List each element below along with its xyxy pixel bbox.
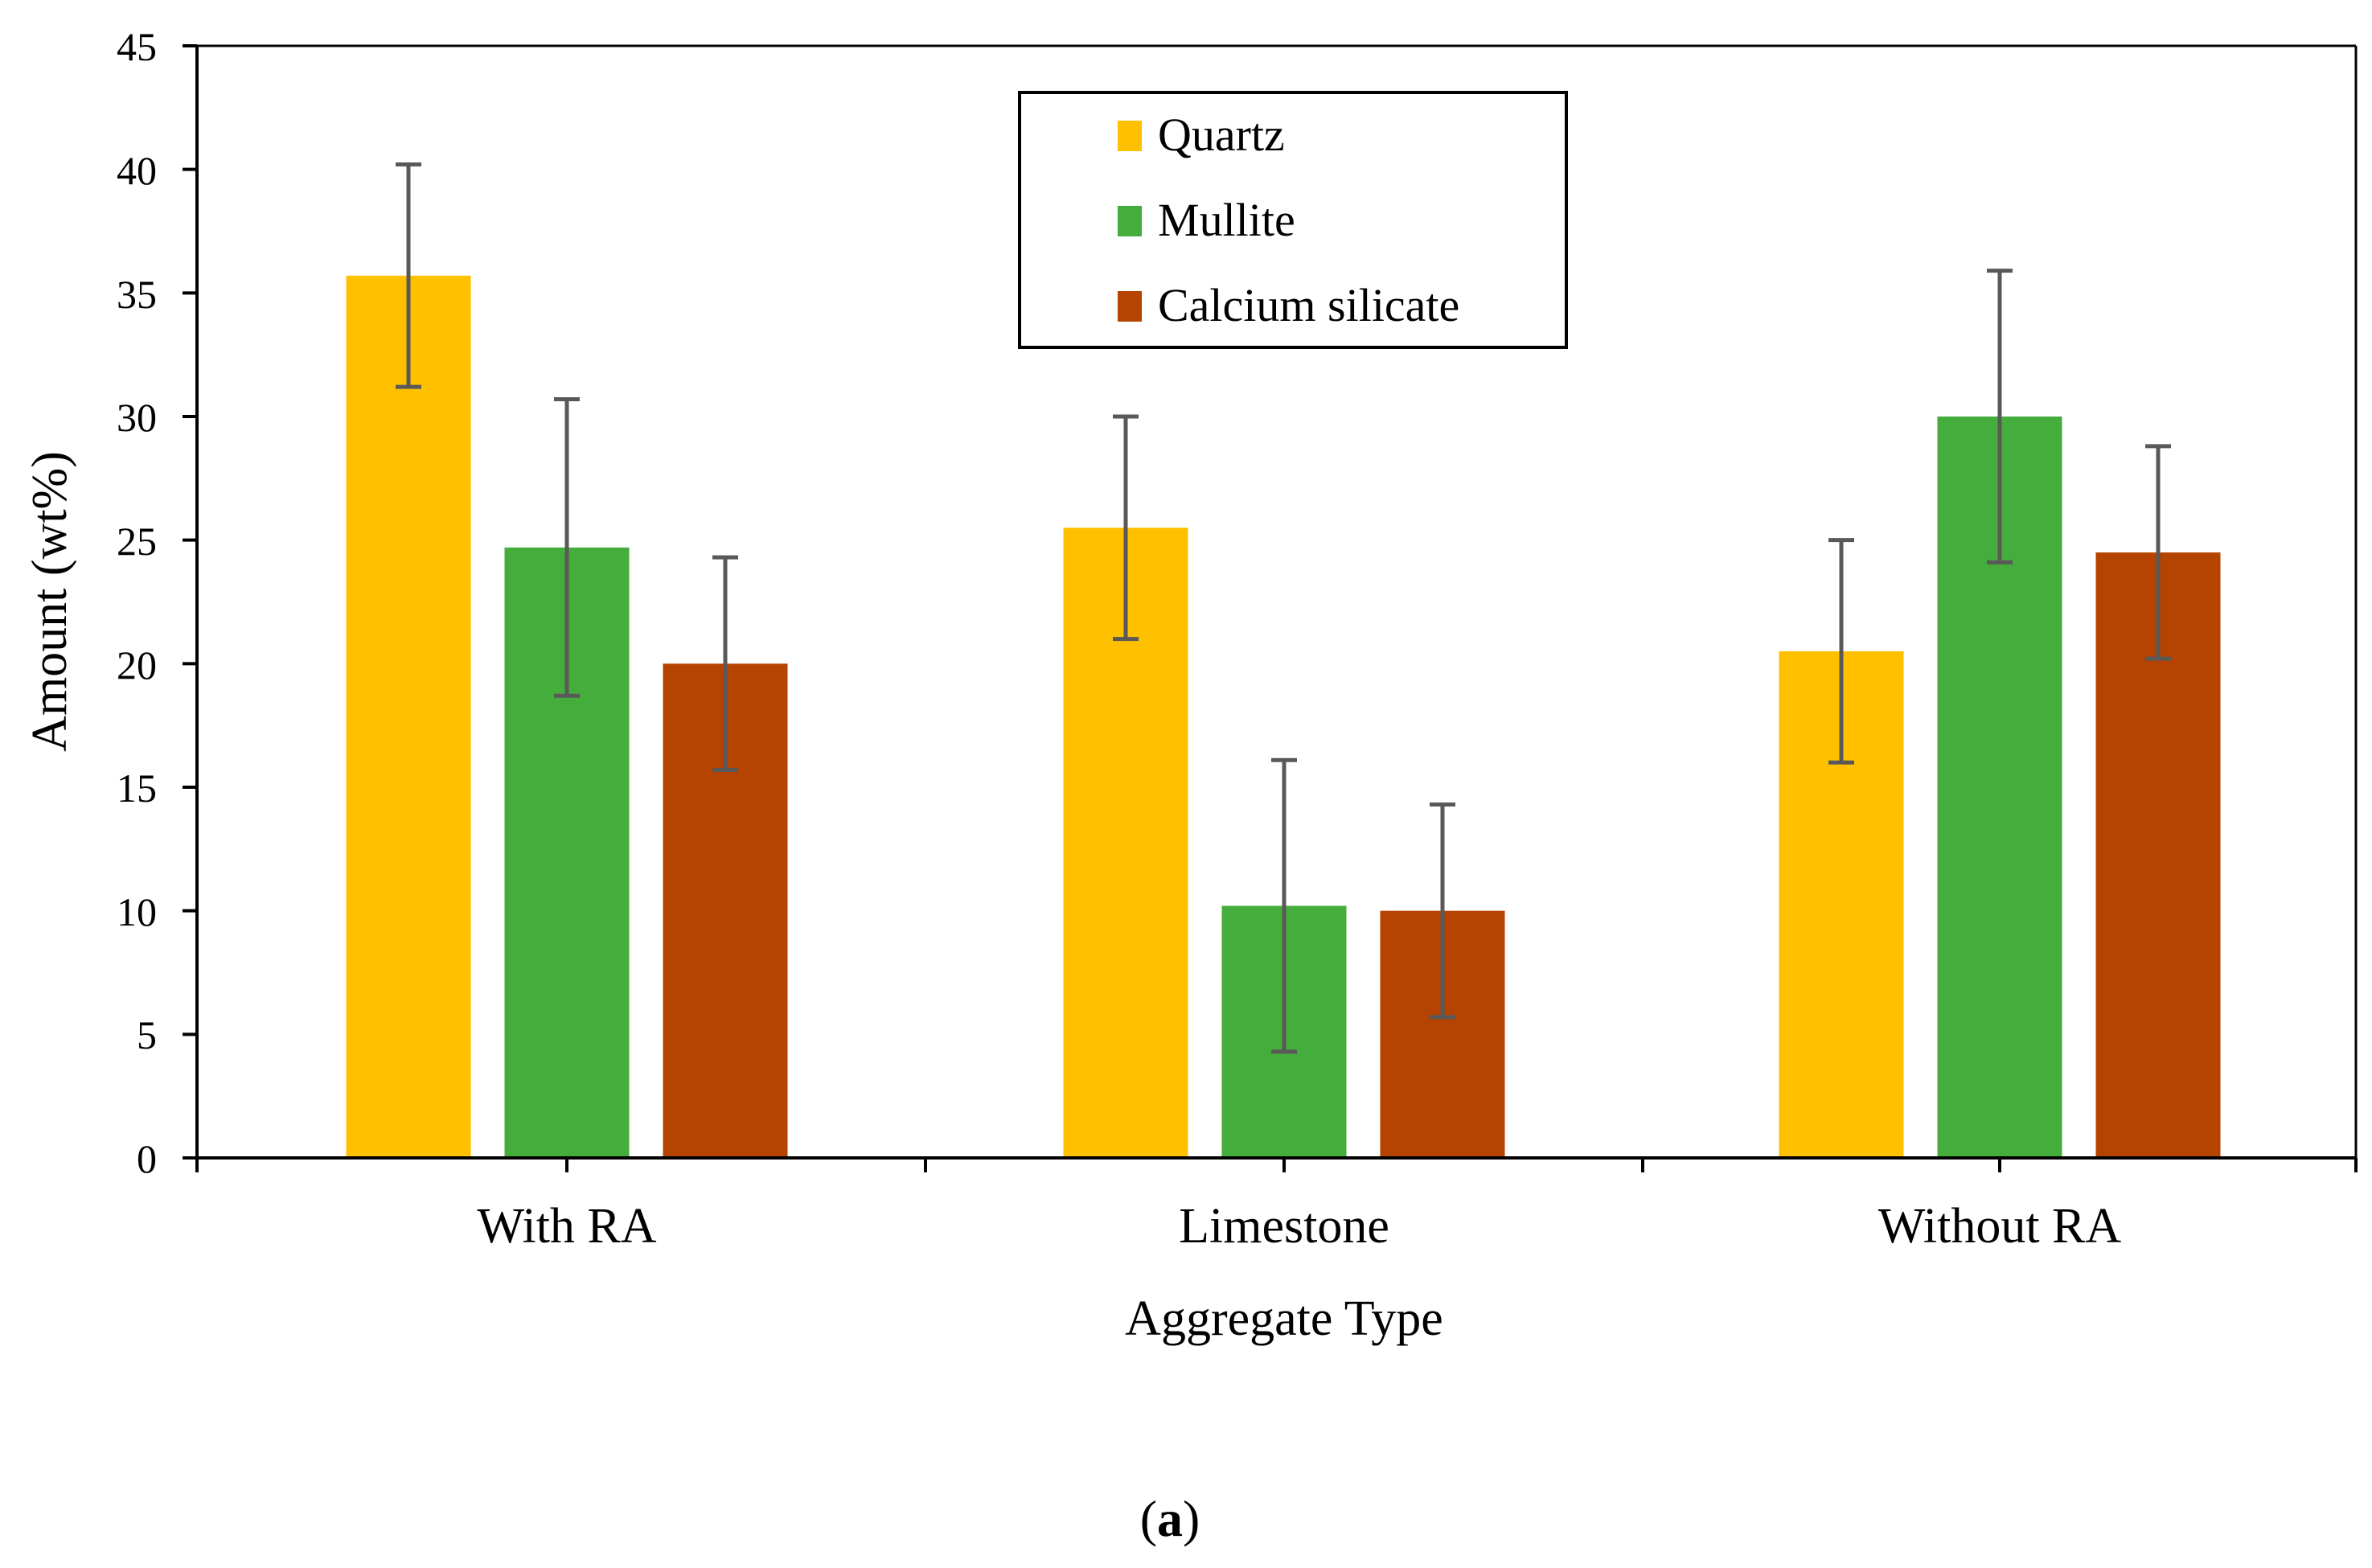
legend-swatch-mullite: [1118, 206, 1142, 236]
x-tick-label-limestone: Limestone: [1179, 1199, 1389, 1254]
bar-with-ra-quartz: [346, 275, 471, 1158]
error-bar-with-ra-calcium-silicate: [712, 555, 738, 772]
error-bar-without-ra-quartz: [1828, 538, 1854, 765]
y-tick-label: 40: [117, 148, 157, 193]
caption-open: (: [1140, 1490, 1157, 1547]
legend-swatch-quartz: [1118, 121, 1142, 151]
y-tick-label: 10: [117, 889, 157, 934]
x-tick-label-without-ra: Without RA: [1878, 1199, 2122, 1254]
legend-label-mullite: Mullite: [1158, 194, 1295, 246]
caption-close: ): [1183, 1490, 1200, 1547]
error-bar-limestone-calcium-silicate: [1430, 802, 1455, 1020]
y-tick-label: 30: [117, 395, 157, 440]
legend-swatch-calcium-silicate: [1118, 291, 1142, 322]
y-tick-label: 0: [137, 1136, 157, 1181]
x-axis-title: Aggregate Type: [1125, 1291, 1443, 1346]
error-bars: [396, 162, 2171, 1054]
caption-letter: a: [1157, 1490, 1183, 1547]
bars: [346, 275, 2221, 1158]
legend-label-quartz: Quartz: [1158, 109, 1285, 161]
legend-box: [1018, 91, 1568, 349]
y-tick-label: 20: [117, 642, 157, 688]
error-bar-without-ra-calcium-silicate: [2145, 444, 2171, 661]
figure-caption: (a): [1140, 1490, 1200, 1547]
error-bar-without-ra-mullite: [1987, 269, 2013, 564]
y-axis-title: Amount (wt%): [23, 451, 77, 752]
y-tick-label: 35: [117, 272, 157, 317]
y-tick-label: 15: [117, 766, 157, 811]
x-tick-label-with-ra: With RA: [477, 1199, 656, 1254]
legend-label-calcium-silicate: Calcium silicate: [1158, 279, 1459, 331]
x-axis-ticks: [195, 1158, 2358, 1172]
y-axis-ticks: [183, 44, 197, 1160]
error-bar-with-ra-mullite: [554, 396, 580, 698]
error-bar-limestone-mullite: [1271, 757, 1297, 1054]
y-tick-label: 5: [137, 1012, 157, 1057]
error-bar-with-ra-quartz: [396, 162, 421, 389]
error-bar-limestone-quartz: [1113, 414, 1139, 642]
y-tick-label: 25: [117, 519, 157, 564]
legend: Quartz Mullite Calcium silicate: [1018, 91, 1568, 349]
y-tick-label: 45: [117, 24, 157, 69]
